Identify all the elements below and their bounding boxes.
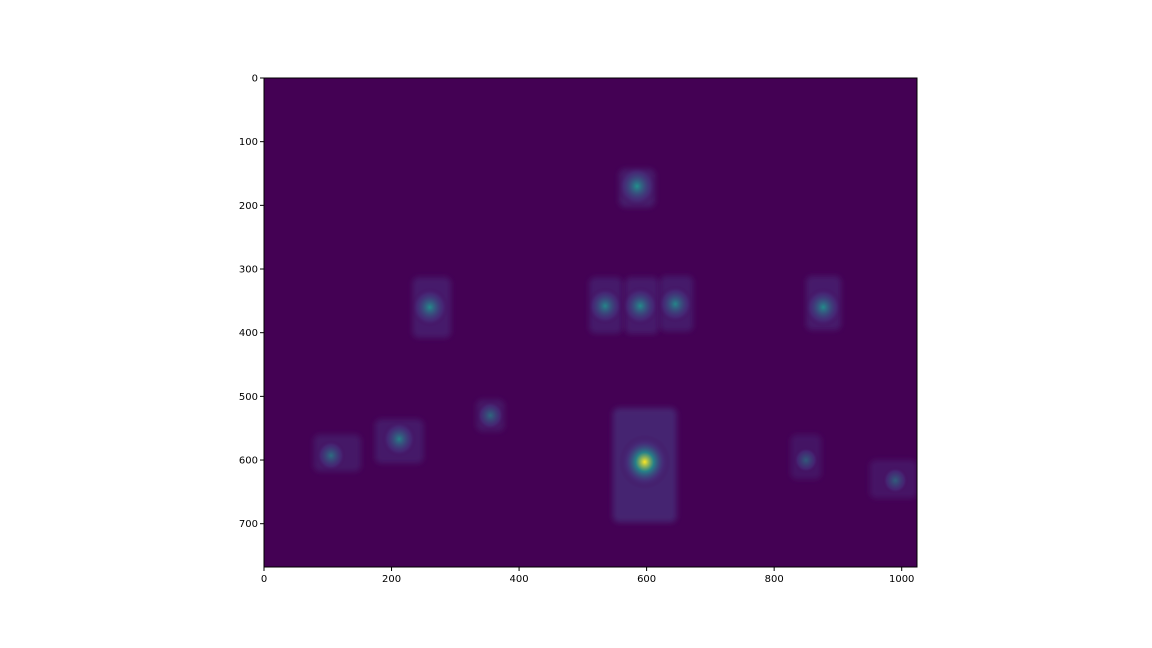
y-tick-label: 600 xyxy=(239,456,258,467)
y-tick-label: 100 xyxy=(239,137,258,148)
y-tick-label: 700 xyxy=(239,519,258,530)
x-tick-label: 0 xyxy=(261,574,267,585)
heatmap-blobs xyxy=(313,165,917,523)
heatmap-blob-left-hand xyxy=(381,420,417,458)
heatmap-blob-right-shoulder xyxy=(804,287,843,327)
y-tick-label: 200 xyxy=(239,201,258,212)
plot-frame xyxy=(263,77,918,568)
heatmap-blob-far-right xyxy=(882,466,909,494)
heatmap-blob-far-left xyxy=(316,440,346,472)
x-tick-label: 1000 xyxy=(889,574,914,585)
heatmap-blob-head xyxy=(617,165,657,207)
x-tick-label: 800 xyxy=(765,574,784,585)
x-tick-label: 600 xyxy=(637,574,656,585)
heatmap-blob-center-left xyxy=(587,287,624,325)
plot-area xyxy=(263,77,918,568)
heatmap-blob-center-right xyxy=(657,285,694,323)
heatmap-blob-peak xyxy=(618,434,671,490)
heatmap-blob-left-shoulder xyxy=(411,287,449,327)
y-tick-label: 400 xyxy=(239,328,258,339)
heatmap-blob-right-faint xyxy=(793,447,819,474)
heatmap-blob-small-mid xyxy=(476,400,505,431)
x-tick-label: 200 xyxy=(382,574,401,585)
x-tick-label: 400 xyxy=(510,574,529,585)
y-tick-label: 500 xyxy=(239,392,258,403)
y-axis: 0 100 200 300 400 500 600 700 xyxy=(239,74,264,530)
y-tick-label: 0 xyxy=(252,74,258,85)
x-axis: 0 200 400 600 800 1000 xyxy=(261,567,914,585)
y-tick-label: 300 xyxy=(239,265,258,276)
heatmap-blob-center xyxy=(621,286,660,326)
